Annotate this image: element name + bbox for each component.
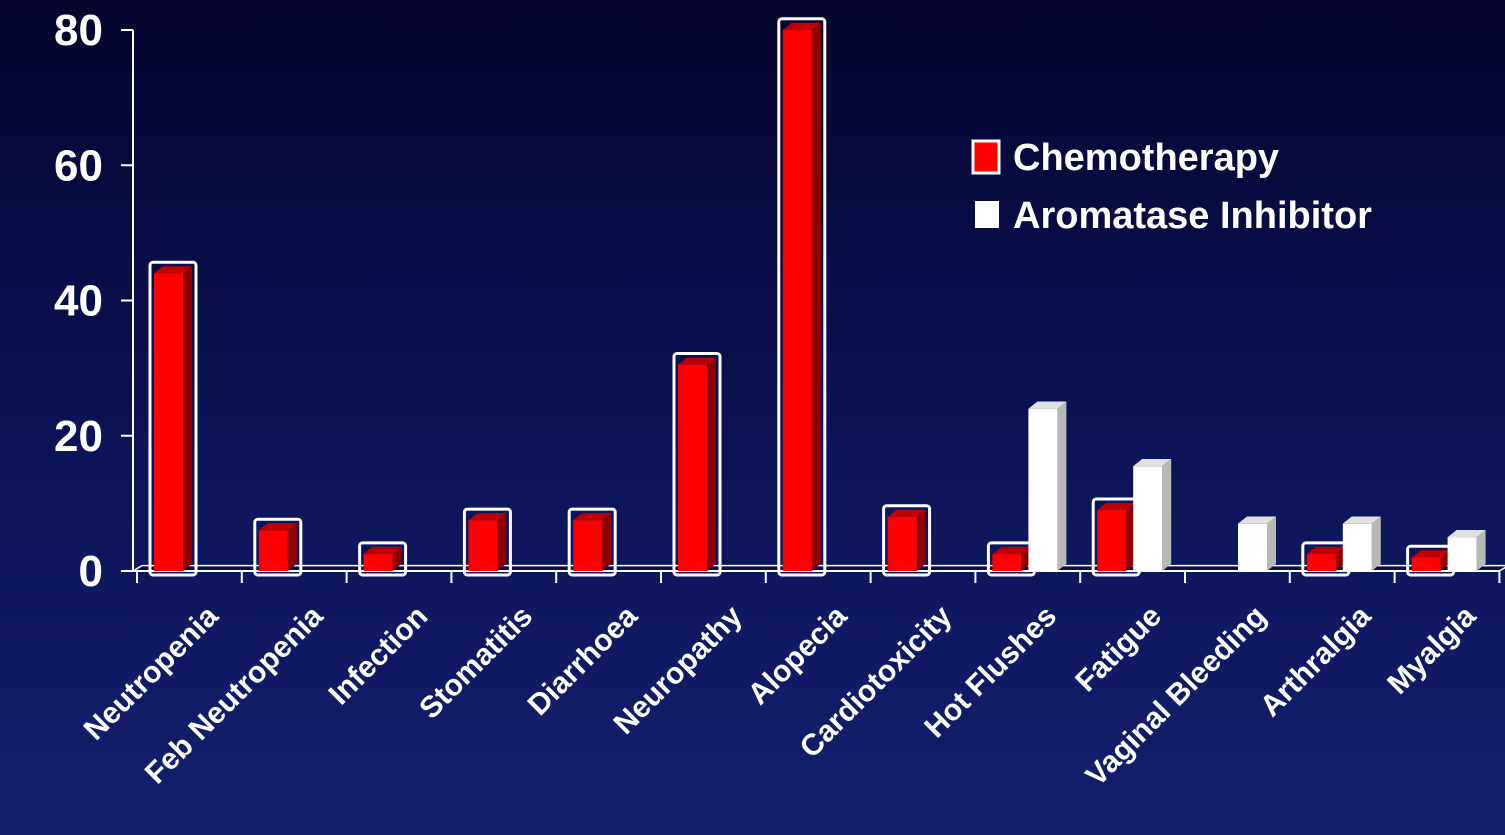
bar-top [363,546,402,555]
bar-front [992,554,1022,571]
bar-chemotherapy-feb-neutropenia [253,517,303,577]
x-category-label-infection: Infection [323,600,435,712]
bar-chemotherapy-stomatitis [462,507,512,577]
bar-side [811,22,821,572]
bar-front [1238,523,1267,571]
bar-side [1162,458,1172,571]
bar-chemotherapy-cardiotoxicity [882,504,932,577]
bar-outline [253,517,303,577]
bar-top [1306,546,1345,555]
bar-chemotherapy-myalgia [1406,544,1456,577]
legend-label-chemotherapy: Chemotherapy [1013,137,1279,179]
bar-front [363,554,393,571]
bar-top [1447,529,1486,538]
x-category-label-stomatitis: Stomatitis [413,600,539,726]
bar-side [1440,550,1450,571]
y-tick-label: 60 [54,141,103,190]
bar-front [573,520,603,571]
x-category-label-vaginal-bleeding: Vaginal Bleeding [1080,600,1273,793]
bar-side [916,509,926,571]
bar-side [1057,401,1067,571]
x-category-label-feb-neutropenia: Feb Neutropenia [139,599,330,790]
bar-outline [462,507,512,577]
bar-top [468,513,507,521]
bar-top [1028,401,1067,409]
bar-top [1097,502,1136,511]
bar-side [497,513,507,571]
bar-chemotherapy-diarrhoea [567,507,617,577]
bar-side [392,546,402,571]
legend-swatch-chemotherapy [971,139,1001,175]
legend: Chemotherapy Aromatase Inhibitor [971,137,1372,237]
x-category-label-myalgia: Myalgia [1381,599,1482,700]
bar-front [1411,557,1441,571]
bar-chemotherapy-hot-flushes [986,541,1036,577]
bar-top [992,546,1031,555]
bar-top [154,266,192,274]
bar-top [1411,550,1450,558]
y-tick-label: 80 [54,6,103,55]
bar-aromatase-inhibitor-fatigue [1133,458,1172,571]
bar-chemotherapy-neutropenia [148,260,198,577]
bar-chemotherapy-fatigue [1091,497,1141,577]
bar-chemotherapy-infection [358,541,408,577]
y-tick-label: 20 [54,412,103,461]
bar-front [1133,466,1163,571]
bar-front [887,516,917,571]
x-category-label-alopecia: Alopecia [742,599,854,711]
x-category-label-arthralgia: Arthralgia [1254,599,1378,723]
bar-side [1371,516,1381,571]
bar-side [602,513,612,571]
bar-top [1342,516,1381,524]
bar-front [1447,537,1477,571]
bar-chemotherapy-neuropathy [672,352,722,577]
bar-outline [777,17,827,577]
bar-front [1306,554,1336,571]
bar-front [154,273,183,571]
bar-front [678,364,707,571]
bar-side [1267,516,1276,571]
bar-side [1126,502,1136,571]
bar-top [573,513,612,521]
bar-top [782,22,821,30]
y-tick-label: 0 [79,547,103,596]
bar-side [1476,529,1486,571]
bar-side [1335,546,1345,571]
bar-top [1133,458,1172,467]
bar-chemotherapy-arthralgia [1301,541,1351,577]
bar-aromatase-inhibitor-myalgia [1447,529,1486,571]
legend-swatch-aromatase-inhibitor [975,201,999,228]
bar-outline [672,352,722,577]
y-tick-label: 40 [54,277,103,326]
bar-outline [148,260,198,577]
bar-aromatase-inhibitor-hot-flushes [1028,401,1067,571]
bar-outline [567,507,617,577]
bar-top [258,523,297,531]
bar-chemotherapy-alopecia [777,17,827,577]
bar-aromatase-inhibitor-vaginal-bleeding [1238,516,1276,571]
bar-top [678,357,716,365]
x-category-label-fatigue: Fatigue [1069,600,1168,699]
bar-top [887,509,926,517]
bar-side [1021,546,1031,571]
bar-front [1342,523,1372,571]
bar-front [1097,510,1127,571]
bars [148,17,1486,577]
bar-side [183,266,192,571]
bar-front [468,520,498,571]
bar-front [1028,408,1058,571]
bar-top [1238,516,1276,524]
bar-aromatase-inhibitor-arthralgia [1342,516,1381,571]
bar-outline [882,504,932,577]
bar-outline [358,541,408,577]
bar-side [287,523,297,571]
bar-front [258,530,288,571]
bar-side [707,357,716,571]
legend-label-aromatase-inhibitor: Aromatase Inhibitor [1013,195,1372,237]
bar-front [782,30,812,571]
